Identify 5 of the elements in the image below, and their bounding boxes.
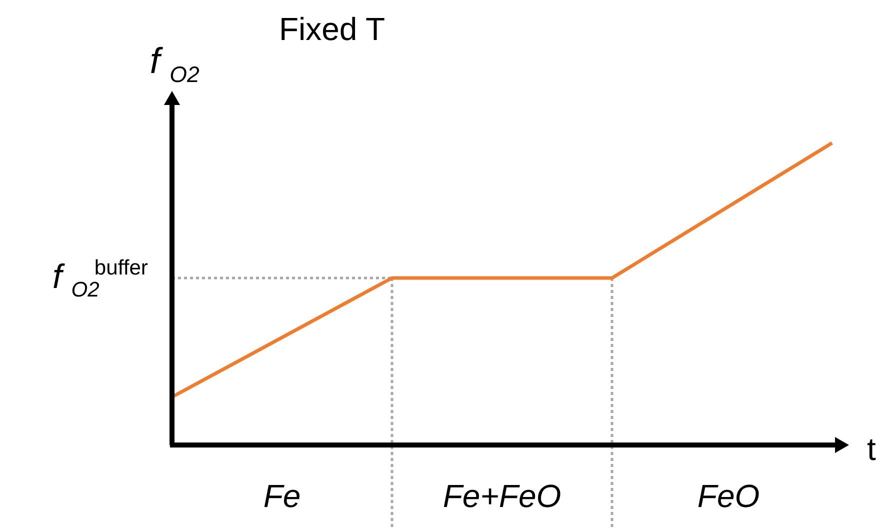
text: Fe+FeO (442, 478, 562, 514)
chart-title: Fixed T (278, 11, 386, 47)
text: FeO (697, 478, 760, 514)
text: Fe (263, 478, 301, 514)
x-axis-title: t (867, 431, 876, 467)
